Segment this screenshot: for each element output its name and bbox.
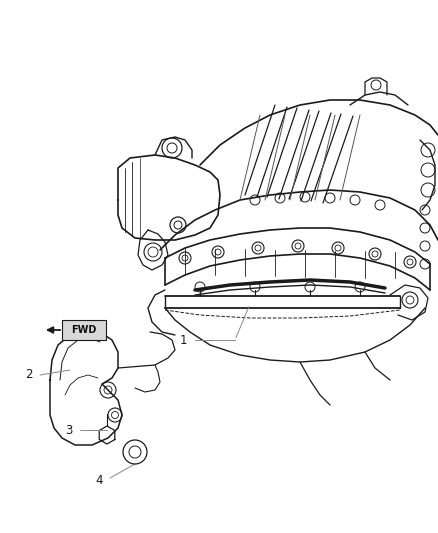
Text: 3: 3 (65, 424, 72, 437)
Text: FWD: FWD (71, 325, 97, 335)
Text: 4: 4 (95, 473, 102, 487)
Text: 1: 1 (180, 334, 187, 346)
Text: 2: 2 (25, 368, 32, 382)
FancyBboxPatch shape (62, 320, 106, 340)
